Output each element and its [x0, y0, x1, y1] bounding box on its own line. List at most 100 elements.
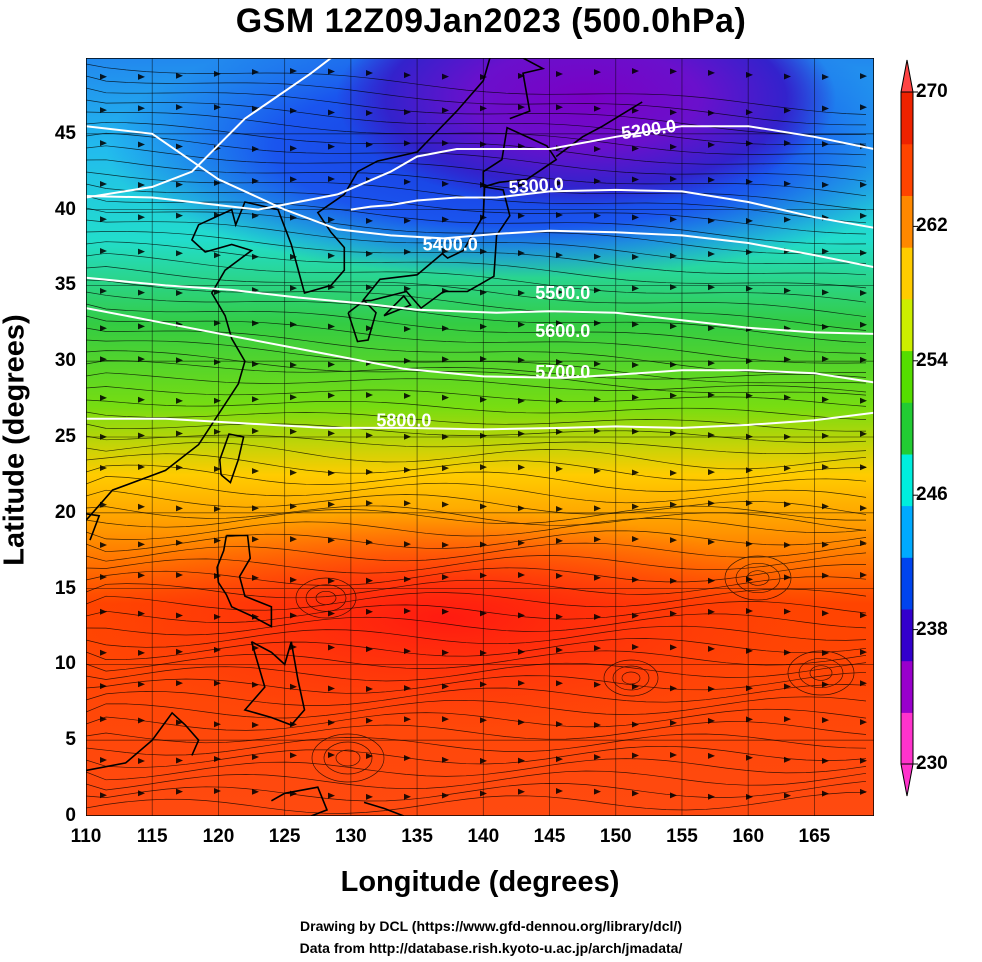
contour-label: 5400.0 — [423, 235, 478, 255]
wind-arrow — [366, 608, 373, 615]
wind-arrow — [442, 501, 449, 508]
y-tick-label: 25 — [54, 426, 76, 447]
wind-arrow — [366, 217, 373, 224]
streamline — [86, 219, 867, 265]
wind-arrow — [252, 177, 259, 184]
wind-arrow — [632, 285, 639, 292]
streamline — [86, 195, 867, 245]
wind-arrow — [746, 178, 753, 185]
wind-arrow — [176, 680, 183, 687]
colorbar-tick-label: 270 — [916, 81, 948, 102]
wind-arrow — [404, 72, 411, 79]
wind-arrow — [632, 321, 639, 328]
wind-arrow — [176, 612, 183, 619]
wind-arrow — [518, 648, 525, 655]
streamline — [86, 423, 867, 443]
wind-arrow — [632, 503, 639, 510]
wind-arrow — [594, 396, 601, 403]
y-tick-label: 35 — [54, 274, 76, 296]
vortex-streamline — [724, 555, 792, 601]
colorbar-tick-label: 246 — [916, 484, 948, 506]
wind-arrows — [100, 68, 867, 800]
wind-arrow — [556, 428, 563, 435]
wind-arrow — [594, 69, 601, 76]
x-tick-label: 160 — [732, 826, 765, 847]
wind-arrow — [860, 680, 867, 687]
wind-arrow — [404, 217, 411, 224]
wind-arrow — [214, 721, 221, 728]
wind-arrow — [746, 608, 753, 615]
streamline — [86, 518, 867, 540]
wind-arrow — [518, 505, 525, 512]
streamline — [86, 464, 867, 492]
streamline — [86, 159, 867, 211]
streamline — [86, 671, 867, 694]
wind-arrow — [632, 253, 639, 260]
wind-arrow — [632, 644, 639, 651]
wind-arrow — [214, 646, 221, 653]
wind-arrow — [670, 68, 677, 75]
wind-arrow — [100, 325, 107, 332]
chart-title: GSM 12Z09Jan2023 (500.0hPa) — [235, 2, 747, 40]
wind-arrow — [670, 361, 677, 368]
vortex-streamline — [809, 665, 833, 681]
wind-arrow — [822, 610, 829, 617]
wind-arrow — [252, 468, 259, 475]
wind-arrow — [594, 645, 601, 652]
colorbar-segment — [901, 608, 913, 662]
wind-arrow — [214, 288, 221, 295]
wind-arrow — [442, 465, 449, 472]
streamline — [86, 489, 867, 515]
wind-arrow — [670, 577, 677, 584]
streamline — [86, 476, 867, 504]
wind-arrow — [784, 73, 791, 80]
wind-arrow — [860, 612, 867, 619]
contour-label: 5800.0 — [376, 411, 431, 431]
wind-arrow — [442, 541, 449, 548]
wind-arrow — [518, 289, 525, 296]
streamline — [86, 625, 867, 648]
wind-arrow — [328, 252, 335, 259]
streamline — [86, 733, 867, 756]
wind-arrow — [632, 469, 639, 476]
wind-arrow — [366, 109, 373, 116]
streamline — [86, 291, 867, 344]
wind-arrow — [252, 721, 259, 728]
wind-arrow — [176, 430, 183, 437]
wind-arrow — [138, 396, 145, 403]
wind-arrow — [290, 536, 297, 543]
wind-arrow — [670, 216, 677, 223]
wind-arrow — [176, 104, 183, 111]
wind-arrow — [632, 394, 639, 401]
contour-label: 5500.0 — [535, 283, 590, 303]
wind-arrow — [176, 719, 183, 726]
wind-arrow — [632, 176, 639, 183]
wind-arrow — [670, 501, 677, 508]
x-tick-label: 140 — [467, 826, 500, 847]
wind-arrow — [784, 574, 791, 581]
colorbar-segment — [901, 557, 913, 610]
wind-arrow — [518, 539, 525, 546]
wind-arrow — [594, 754, 601, 761]
wind-arrow — [404, 140, 411, 147]
wind-arrow — [746, 467, 753, 474]
x-tick-label: 165 — [798, 826, 831, 847]
wind-arrow — [442, 73, 449, 80]
wind-arrow — [822, 681, 829, 688]
x-axis-label: Longitude (degrees) — [340, 866, 620, 898]
contour-line — [86, 307, 874, 384]
wind-arrow — [860, 540, 867, 547]
wind-arrow — [290, 253, 297, 260]
wind-arrow — [176, 357, 183, 364]
wind-arrow — [328, 176, 335, 183]
wind-arrow — [100, 608, 107, 615]
wind-arrow — [100, 216, 107, 223]
wind-arrow — [176, 181, 183, 188]
wind-arrow — [328, 685, 335, 692]
wind-arrow — [746, 500, 753, 507]
vortex-streamline — [305, 584, 347, 612]
wind-arrow — [556, 721, 563, 728]
wind-arrow — [252, 212, 259, 219]
wind-arrow — [328, 537, 335, 544]
wind-arrow — [822, 289, 829, 296]
